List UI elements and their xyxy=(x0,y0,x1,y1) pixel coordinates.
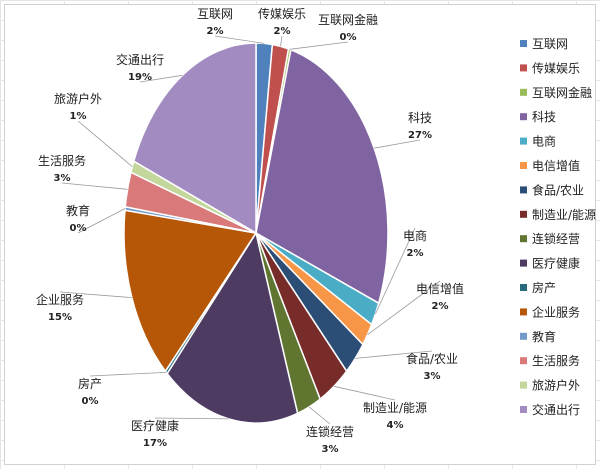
legend-swatch-13 xyxy=(520,332,527,340)
legend-label-12: 企业服务 xyxy=(532,304,580,319)
slice-12-label: 企业服务 xyxy=(36,292,84,307)
slice-6-value: 2% xyxy=(432,301,449,312)
legend-label-6: 电信增值 xyxy=(532,158,580,173)
slice-3-leader xyxy=(289,41,349,50)
slice-3-label: 互联网金融 xyxy=(318,12,378,27)
legend-label-3: 互联网金融 xyxy=(532,85,592,100)
slice-6-leader xyxy=(367,280,441,336)
legend-label-10: 医疗健康 xyxy=(532,256,580,271)
slice-7-label: 食品/农业 xyxy=(406,351,458,366)
slice-11-label: 房产 xyxy=(78,376,102,391)
slice-9-leader xyxy=(308,406,331,425)
legend-swatch-4 xyxy=(520,113,527,121)
slice-4-label: 科技 xyxy=(408,111,432,125)
slice-1-label: 互联网 xyxy=(197,7,233,21)
legend-swatch-14 xyxy=(520,357,527,365)
legend-label-1: 互联网 xyxy=(532,37,568,51)
legend-label-7: 食品/农业 xyxy=(532,182,584,197)
slice-16-leader xyxy=(139,74,183,83)
legend-swatch-8 xyxy=(520,210,527,218)
slice-2-leader xyxy=(280,35,283,47)
slice-10-label: 医疗健康 xyxy=(131,418,179,433)
legend-label-13: 教育 xyxy=(532,329,556,344)
legend-label-16: 交通出行 xyxy=(532,402,580,417)
slice-12-leader xyxy=(59,291,132,298)
slice-2-value: 2% xyxy=(274,26,291,37)
slice-11-leader xyxy=(89,372,167,377)
slice-11-value: 0% xyxy=(82,396,99,407)
legend-label-8: 制造业/能源 xyxy=(532,208,596,222)
legend-swatch-3 xyxy=(520,88,527,96)
legend-swatch-1 xyxy=(520,40,527,47)
slice-8-label: 制造业/能源 xyxy=(363,401,427,415)
legend-swatch-5 xyxy=(520,137,527,145)
slice-13-label: 教育 xyxy=(66,203,90,218)
slice-8-value: 4% xyxy=(387,420,404,431)
legend-label-9: 连锁经营 xyxy=(532,231,580,246)
slice-16-label: 交通出行 xyxy=(116,52,164,67)
legend-swatch-7 xyxy=(520,186,527,194)
slice-14-leader xyxy=(61,182,128,190)
slice-2-label: 传媒娱乐 xyxy=(258,6,306,21)
legend-swatch-6 xyxy=(520,162,527,169)
legend-swatch-12 xyxy=(520,308,527,316)
legend-label-15: 旅游户外 xyxy=(532,378,580,393)
slice-10-leader xyxy=(154,417,229,420)
legend-swatch-11 xyxy=(520,284,527,291)
slice-5-label: 电商 xyxy=(403,228,427,243)
slice-4-leader xyxy=(374,139,421,149)
legend-label-14: 生活服务 xyxy=(532,353,580,368)
slice-1-leader xyxy=(214,35,265,44)
slice-14-label: 生活服务 xyxy=(38,153,86,168)
slice-7-value: 3% xyxy=(424,371,441,382)
legend-label-11: 房产 xyxy=(532,280,556,295)
slice-5-leader xyxy=(375,227,416,315)
slice-9-label: 连锁经营 xyxy=(306,424,354,439)
slice-15-label: 旅游户外 xyxy=(54,91,102,106)
slice-15-leader xyxy=(77,120,133,168)
legend-label-4: 科技 xyxy=(532,110,556,124)
legend: 互联网传媒娱乐互联网金融科技电商电信增值食品/农业制造业/能源连锁经营医疗健康房… xyxy=(520,37,596,417)
slice-13-value: 0% xyxy=(70,223,87,234)
legend-label-5: 电商 xyxy=(532,134,556,149)
slice-1-value: 2% xyxy=(207,26,224,37)
slice-16-value: 19% xyxy=(128,72,152,83)
slice-14-value: 3% xyxy=(54,173,71,184)
legend-swatch-2 xyxy=(520,64,527,72)
slice-8-leader xyxy=(333,385,396,401)
legend-swatch-16 xyxy=(520,406,527,413)
slice-12-value: 15% xyxy=(48,312,72,323)
slice-15-value: 1% xyxy=(70,111,87,122)
legend-swatch-15 xyxy=(520,381,527,389)
legend-label-2: 传媒娱乐 xyxy=(532,60,580,75)
slice-6-label: 电信增值 xyxy=(416,281,464,296)
slice-4-value: 27% xyxy=(408,130,432,141)
slice-9-value: 3% xyxy=(322,444,339,455)
slice-13-leader xyxy=(77,208,126,234)
slice-7-leader xyxy=(355,350,433,359)
legend-swatch-10 xyxy=(520,259,527,267)
legend-swatch-9 xyxy=(520,235,527,243)
data-labels: 互联网 2% 传媒娱乐 2% 互联网金融 0% 科技 27% 电商 2% 电信增值 2% 食品/农业 3%… xyxy=(36,6,464,455)
pie-slices xyxy=(123,42,389,424)
slice-10-value: 17% xyxy=(143,438,167,449)
leader-lines xyxy=(59,35,441,425)
slice-5-value: 2% xyxy=(407,248,424,259)
slice-3-value: 0% xyxy=(340,32,357,43)
